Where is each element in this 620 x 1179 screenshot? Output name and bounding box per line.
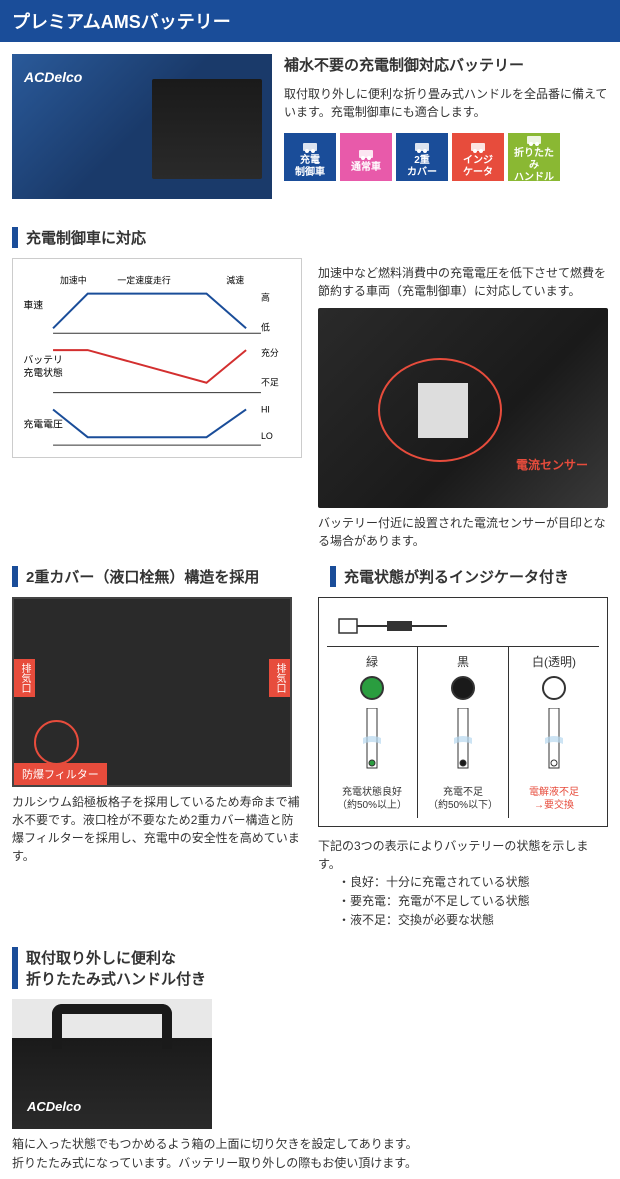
sensor-image: 電流センサー (318, 308, 608, 508)
chart-x-label: 加速中 (60, 275, 87, 286)
page-title: プレミアムAMSバッテリー (0, 0, 620, 42)
indicator-summary: 下記の3つの表示によりバッテリーの状態を示します。 (318, 837, 608, 873)
section-heading-handle: 取付取り外しに便利な 折りたたみ式ハンドル付き (12, 947, 620, 989)
indicator-cell: 緑充電状態良好 （約50%以上） (327, 647, 418, 818)
features-row: 排気口 排気口 防爆フィルター カルシウム鉛極板格子を採用しているため寿命まで補… (0, 597, 620, 931)
section-heading-charge: 充電制御車に対応 (12, 227, 620, 248)
filter-label: 防爆フィルター (14, 763, 107, 785)
chart-x-label: 減速 (226, 275, 244, 286)
bullet-item: ・要充電：充電が不足している状態 (338, 892, 596, 911)
chart-y-label: 車速 (23, 299, 43, 312)
svg-text:充分: 充分 (261, 347, 279, 358)
feature-badge: 充電 制御車 (284, 133, 336, 181)
svg-text:高: 高 (261, 292, 270, 303)
indicator-diagram: 緑充電状態良好 （約50%以上）黒充電不足 （約50%以下）白(透明)電解液不足… (318, 597, 608, 827)
sensor-label: 電流センサー (516, 456, 588, 473)
svg-text:充電状態: 充電状態 (23, 366, 63, 379)
cover-image: 排気口 排気口 防爆フィルター (12, 597, 292, 787)
section-heading-cover: 2重カバー（液口栓無）構造を採用 (12, 566, 302, 587)
svg-text:充電電圧: 充電電圧 (23, 417, 63, 430)
sensor-caption: バッテリー付近に設置された電流センサーが目印となる場合があります。 (318, 514, 608, 550)
cover-description: カルシウム鉛極板格子を採用しているため寿命まで補水不要です。液口栓が不要なため2… (12, 793, 302, 865)
handle-image: ACDelco (12, 999, 212, 1129)
feature-badge: 2重 カバー (396, 133, 448, 181)
vent-label-left: 排気口 (14, 659, 35, 697)
svg-text:不足: 不足 (261, 378, 279, 388)
chart-box: 加速中 一定速度走行 減速 車速 高 低 バッテリ 充電状態 充分 不足 充電電… (12, 258, 302, 458)
feature-badge: インジ ケータ (452, 133, 504, 181)
badges-row: 充電 制御車通常車2重 カバーインジ ケータ折りたたみ ハンドル (284, 133, 608, 181)
charge-description: 加速中など燃料消費中の充電電圧を低下させて燃費を節約する車両（充電制御車）に対応… (318, 264, 608, 300)
indicator-bullets: ・良好：十分に充電されている状態・要充電：充電が不足している状態・液不足：交換が… (318, 873, 608, 931)
vent-label-right: 排気口 (269, 659, 290, 697)
svg-text:低: 低 (261, 321, 270, 332)
product-image (12, 54, 272, 199)
indicator-cell: 黒充電不足 （約50%以下） (418, 647, 509, 818)
charge-control-row: 加速中 一定速度走行 減速 車速 高 低 バッテリ 充電状態 充分 不足 充電電… (0, 258, 620, 550)
feature-badge: 通常車 (340, 133, 392, 181)
svg-text:バッテリ: バッテリ (23, 354, 63, 366)
chart-x-label: 一定速度走行 (117, 275, 171, 286)
handle-description: 箱に入った状態でもつかめるよう箱の上面に切り欠きを設定してあります。 折りたたみ… (0, 1129, 620, 1179)
bullet-item: ・液不足：交換が必要な状態 (338, 911, 596, 930)
svg-text:LO: LO (261, 431, 273, 441)
feature-badge: 折りたたみ ハンドル (508, 133, 560, 181)
svg-text:HI: HI (261, 404, 270, 414)
intro-description: 取付取り外しに便利な折り畳み式ハンドルを全品番に備えています。充電制御車にも適合… (284, 85, 608, 121)
bullet-item: ・良好：十分に充電されている状態 (338, 873, 596, 892)
indicator-cell: 白(透明)電解液不足 →要交換 (509, 647, 599, 818)
intro-section: 補水不要の充電制御対応バッテリー 取付取り外しに便利な折り畳み式ハンドルを全品番… (0, 42, 620, 211)
intro-heading: 補水不要の充電制御対応バッテリー (284, 54, 608, 75)
section-heading-indicator: 充電状態が判るインジケータ付き (330, 566, 620, 587)
